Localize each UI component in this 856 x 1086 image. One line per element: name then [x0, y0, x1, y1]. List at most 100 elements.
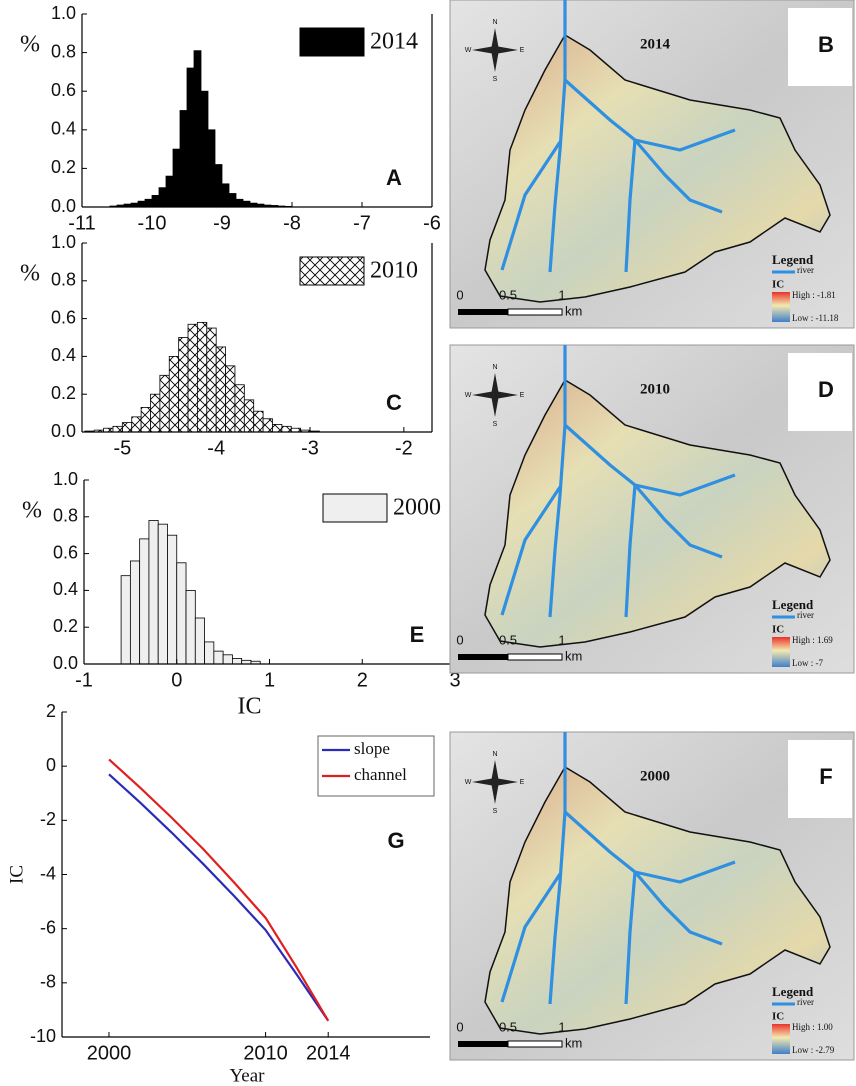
legend-high: High : -1.81: [792, 290, 836, 300]
y-tick-label: -2: [40, 809, 56, 829]
x-tick-label: -6: [423, 212, 441, 234]
x-tick-label: -10: [138, 212, 167, 234]
bar: [122, 423, 131, 432]
y-tick-label: 1.0: [51, 232, 76, 252]
x-axis-label: Year: [229, 1065, 265, 1086]
legend-high: High : 1.69: [792, 635, 833, 645]
scale-unit: km: [565, 1035, 582, 1050]
bar: [160, 375, 169, 432]
scale-label: 0: [456, 632, 463, 647]
scale-label: 0: [456, 287, 463, 302]
y-tick-label: 0.0: [51, 421, 76, 441]
bar: [207, 328, 216, 432]
bar: [223, 655, 232, 664]
legend-ic: IC: [772, 279, 784, 291]
compass-label: N: [492, 364, 497, 371]
y-tick-label: 2: [46, 701, 56, 721]
bar: [201, 91, 208, 207]
map-title: 2014: [640, 36, 671, 52]
x-tick-label: -1: [75, 669, 93, 691]
ic-colorbar: [772, 1024, 790, 1054]
bar: [187, 68, 194, 207]
x-axis-label: IC: [238, 694, 262, 720]
bar: [254, 411, 263, 432]
compass-label: E: [520, 779, 525, 786]
bar: [121, 576, 130, 664]
y-tick-label: 0.2: [53, 616, 78, 636]
compass-label: W: [465, 779, 472, 786]
legend-label: 2000: [393, 495, 441, 521]
line: [109, 774, 328, 1020]
bar: [214, 651, 223, 664]
bar: [150, 394, 159, 432]
bar: [152, 195, 159, 207]
bar: [141, 407, 150, 432]
scale-bar-white: [508, 309, 562, 315]
x-tick-label: 1: [264, 669, 275, 691]
bar: [149, 520, 158, 664]
x-tick-label: 2010: [243, 1042, 288, 1064]
bar: [179, 338, 188, 433]
bar: [236, 199, 243, 207]
bar: [208, 130, 215, 207]
scale-bar-black: [458, 1041, 508, 1047]
panel-letter: A: [386, 165, 402, 190]
compass-label: E: [520, 392, 525, 399]
bar: [159, 188, 166, 207]
scale-bar-white: [508, 1041, 562, 1047]
bar: [173, 149, 180, 207]
legend-low: Low : -2.79: [792, 1045, 835, 1055]
bar: [226, 366, 235, 432]
bar: [197, 322, 206, 432]
bar: [158, 524, 167, 664]
legend-label: channel: [354, 765, 407, 784]
scale-bar-black: [458, 654, 508, 660]
y-tick-label: 0.8: [51, 41, 76, 61]
compass-label: E: [520, 47, 525, 54]
y-tick-label: -6: [40, 917, 56, 937]
compass-label: W: [465, 47, 472, 54]
x-tick-label: 2000: [87, 1042, 132, 1064]
panel-letter: G: [387, 828, 404, 853]
bar: [205, 642, 214, 664]
bar: [232, 658, 241, 664]
bar: [113, 426, 122, 432]
y-axis-label: %: [20, 261, 40, 287]
bar: [130, 561, 139, 664]
x-tick-label: -5: [113, 437, 131, 459]
ic-colorbar: [772, 292, 790, 322]
bar: [272, 424, 281, 432]
bar: [195, 618, 204, 664]
scale-label: 1: [558, 287, 565, 302]
bar: [194, 51, 201, 207]
y-axis-label: IC: [6, 865, 27, 884]
legend-ic: IC: [772, 1011, 784, 1023]
legend-low: Low : -11.18: [792, 313, 839, 323]
legend-label: 2010: [370, 258, 418, 284]
bar: [215, 165, 222, 207]
y-tick-label: 0.4: [51, 345, 76, 365]
bar: [177, 563, 186, 664]
scale-unit: km: [565, 303, 582, 318]
y-tick-label: 0.4: [51, 119, 76, 139]
ic-colorbar: [772, 637, 790, 667]
y-tick-label: 1.0: [53, 469, 78, 489]
bar: [243, 201, 250, 207]
compass-label: W: [465, 392, 472, 399]
line: [109, 759, 328, 1020]
scale-bar-black: [458, 309, 508, 315]
legend-swatch: [300, 28, 364, 56]
compass-label: S: [493, 808, 498, 815]
scale-label: 1: [558, 1019, 565, 1034]
legend-swatch: [323, 494, 387, 522]
y-axis-label: %: [22, 498, 42, 524]
legend-ic: IC: [772, 624, 784, 636]
bar: [180, 111, 187, 208]
x-tick-label: 2014: [306, 1042, 351, 1064]
scale-unit: km: [565, 648, 582, 663]
panel-letter: D: [818, 377, 834, 402]
y-tick-label: -10: [30, 1026, 56, 1046]
legend-high: High : 1.00: [792, 1022, 833, 1032]
y-tick-label: 0: [46, 755, 56, 775]
